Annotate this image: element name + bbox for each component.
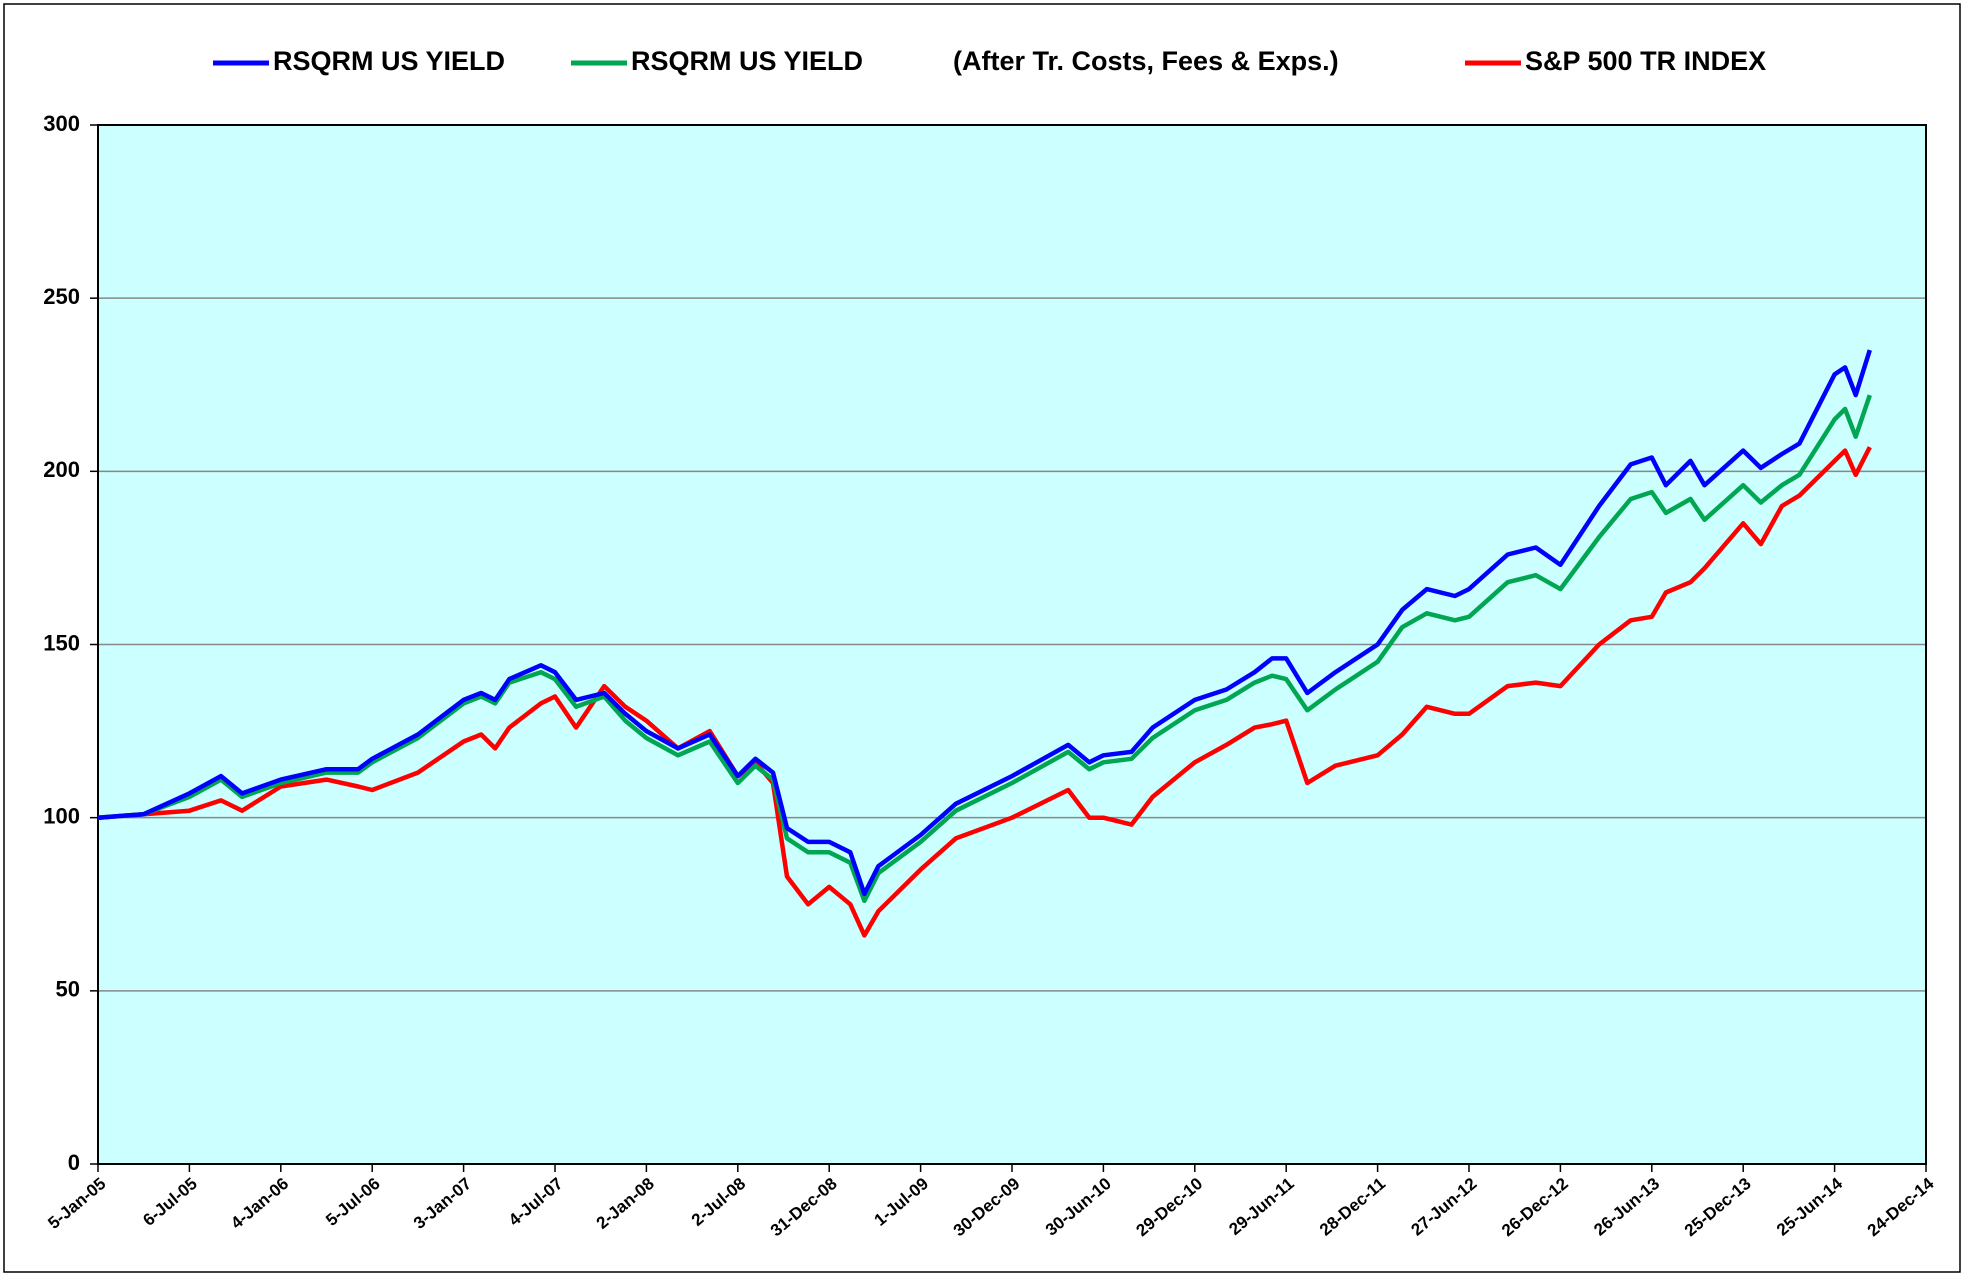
y-tick-label: 0 [68, 1150, 80, 1175]
legend-label: RSQRM US YIELD [273, 46, 505, 76]
legend-label: RSQRM US YIELD [631, 46, 863, 76]
series-line [97, 394, 1872, 904]
plot-border [97, 124, 1927, 1165]
legend-label: S&P 500 TR INDEX [1525, 46, 1766, 76]
y-tick-label: 200 [43, 457, 80, 482]
y-tick-label: 250 [43, 284, 80, 309]
series-line [97, 446, 1872, 938]
legend-note: (After Tr. Costs, Fees & Exps.) [953, 46, 1339, 76]
y-tick-label: 50 [56, 977, 80, 1002]
y-tick-label: 300 [43, 111, 80, 136]
series-line [97, 349, 1872, 897]
y-tick-label: 150 [43, 630, 80, 655]
y-tick-label: 100 [43, 803, 80, 828]
